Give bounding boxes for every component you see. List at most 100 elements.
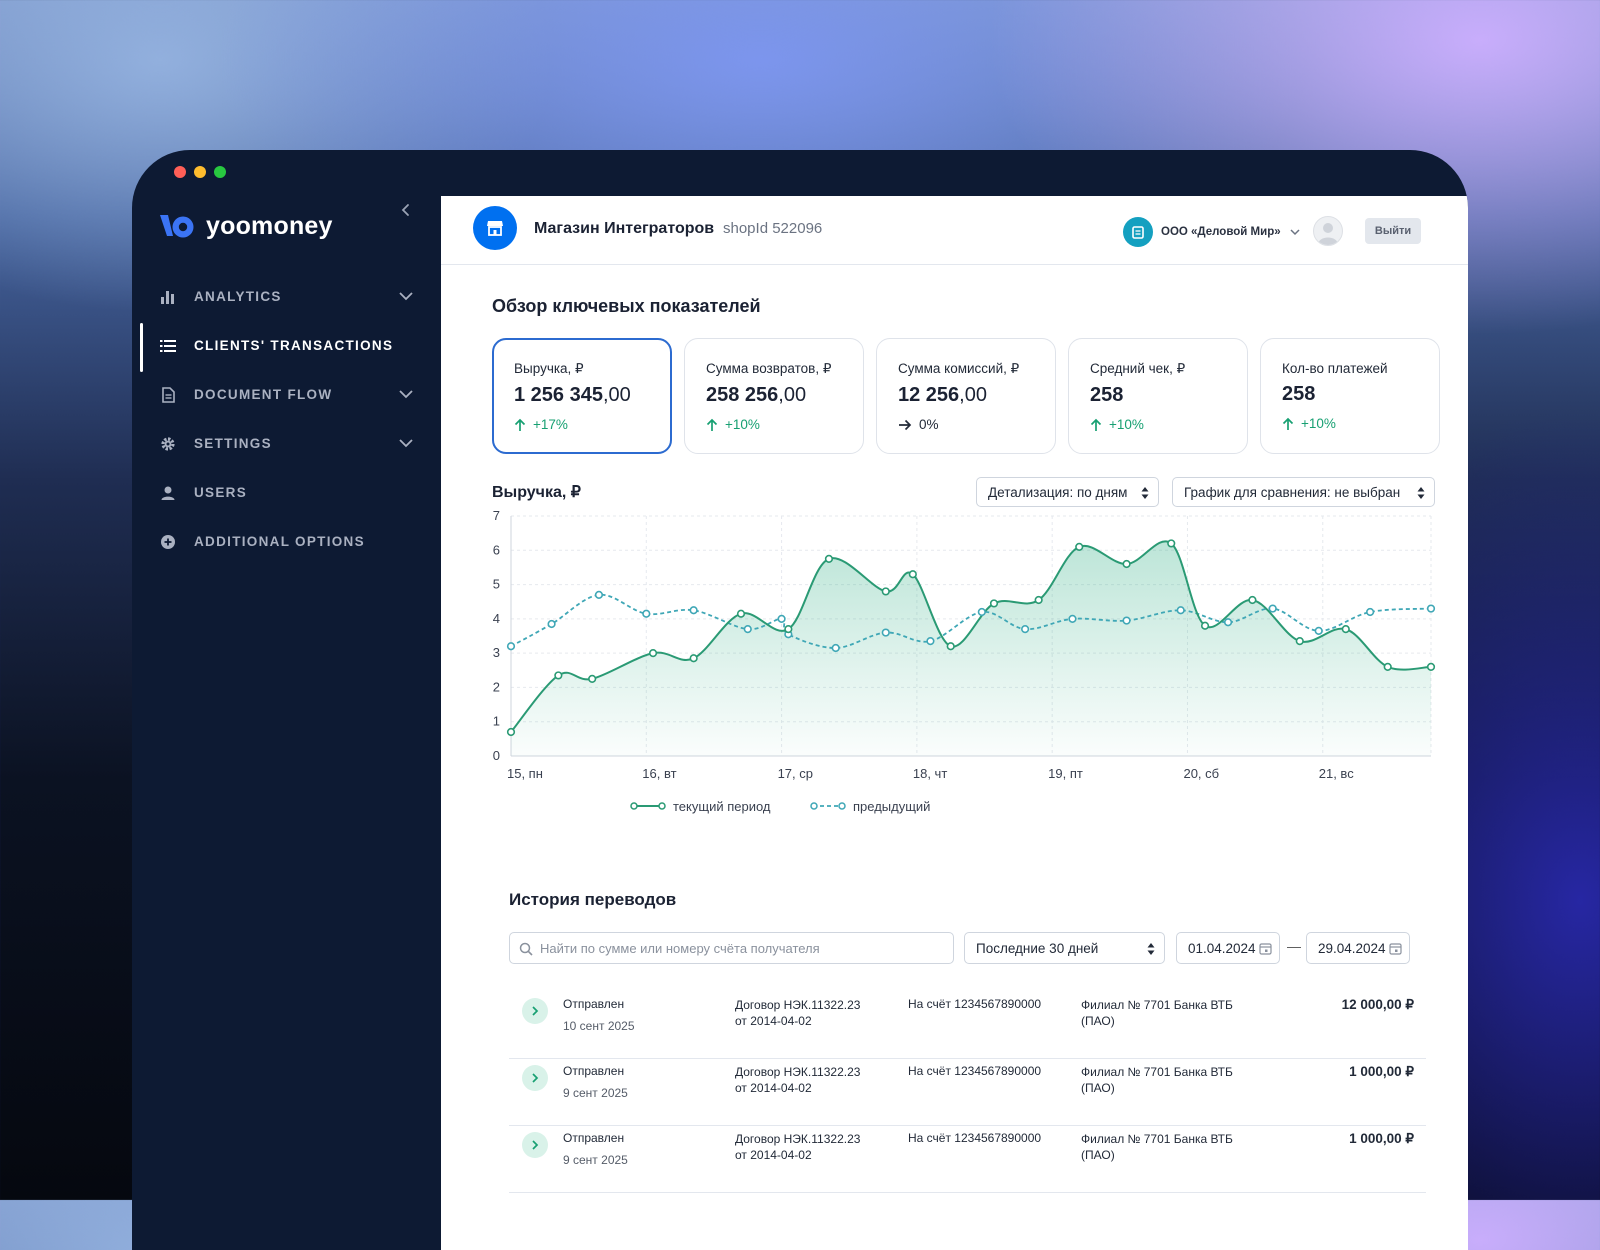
previous-period-point[interactable] — [1366, 607, 1375, 617]
current-period-point[interactable] — [989, 599, 999, 608]
sidebar-item-label: ANALYTICS — [194, 289, 282, 304]
previous-period-point[interactable] — [1314, 626, 1323, 635]
search-input[interactable] — [510, 939, 942, 957]
current-period-point[interactable] — [1167, 539, 1176, 548]
current-period-point[interactable] — [908, 570, 917, 579]
kpi-delta: +10% — [1090, 417, 1247, 432]
current-period-point[interactable] — [1341, 625, 1350, 634]
current-period-point[interactable] — [1383, 662, 1392, 671]
previous-period-point[interactable] — [1426, 604, 1436, 613]
previous-period-point[interactable] — [642, 609, 651, 618]
expand-row-button[interactable] — [522, 998, 548, 1024]
sidebar-item-analytics[interactable]: ANALYTICS — [132, 272, 440, 321]
current-period-point[interactable] — [1122, 559, 1131, 569]
table-row[interactable]: Отправлен 9 сент 2025 Договор НЭК.11322.… — [509, 1059, 1426, 1126]
previous-period-point[interactable] — [777, 614, 786, 623]
expand-row-button[interactable] — [522, 1132, 548, 1158]
period-select[interactable]: Последние 30 дней — [964, 932, 1165, 964]
logout-button[interactable]: Выйти — [1365, 218, 1421, 244]
kpi-card-payments-count[interactable]: Кол-во платежей 258 +10% — [1260, 338, 1440, 454]
compare-select[interactable]: График для сравнения: не выбран — [1172, 477, 1435, 507]
current-period-point[interactable] — [881, 587, 890, 596]
sidebar-item-document-flow[interactable]: DOCUMENT FLOW — [132, 370, 440, 419]
collapse-sidebar-button[interactable] — [394, 198, 418, 222]
current-period-point[interactable] — [689, 654, 698, 663]
expand-row-button[interactable] — [522, 1065, 548, 1091]
brand-logo[interactable]: yoomoney — [160, 212, 333, 241]
current-period-point[interactable] — [1075, 542, 1084, 551]
kpi-card-refunds[interactable]: Сумма возвратов, ₽ 258 256,00 +10% — [684, 338, 864, 454]
previous-period-point[interactable] — [689, 606, 698, 615]
row-amount: 12 000,00 ₽ — [1341, 997, 1414, 1012]
detail-select[interactable]: Детализация: по дням — [976, 477, 1159, 507]
current-period-point[interactable] — [784, 625, 793, 634]
sidebar-item-users[interactable]: USERS — [132, 468, 440, 517]
previous-period-point[interactable] — [831, 643, 840, 653]
user-avatar[interactable] — [1313, 216, 1343, 246]
minimize-window-button[interactable] — [194, 166, 206, 178]
previous-period-point[interactable] — [1268, 604, 1277, 613]
kpi-card-average-check[interactable]: Средний чек, ₽ 258 +10% — [1068, 338, 1248, 454]
previous-period-point[interactable] — [1223, 618, 1233, 627]
current-period-point[interactable] — [1200, 621, 1210, 630]
date-to-field[interactable]: 29.04.2024 — [1306, 932, 1410, 964]
calendar-icon — [1389, 943, 1402, 955]
current-period-point[interactable] — [1248, 595, 1257, 605]
x-tick-label: 16, вт — [642, 766, 676, 781]
sidebar-item-additional-options[interactable]: ADDITIONAL OPTIONS — [132, 517, 440, 566]
previous-period-point[interactable] — [1176, 606, 1185, 615]
current-period-point[interactable] — [1034, 595, 1043, 605]
current-period-point[interactable] — [1295, 637, 1304, 646]
building-icon — [1132, 226, 1144, 239]
current-period-point[interactable] — [506, 727, 516, 737]
previous-period-point[interactable] — [547, 619, 556, 629]
close-window-button[interactable] — [174, 166, 186, 178]
date-to-value: 29.04.2024 — [1318, 940, 1386, 956]
kpi-value: 12 256,00 — [898, 384, 987, 406]
previous-period-point[interactable] — [977, 607, 986, 617]
shop-avatar[interactable] — [473, 206, 517, 250]
current-period-point[interactable] — [648, 649, 658, 658]
kpi-value: 258 — [1282, 383, 1316, 405]
current-period-point[interactable] — [554, 671, 563, 680]
kpi-label: Сумма возвратов, ₽ — [706, 361, 832, 376]
previous-period-point[interactable] — [594, 590, 604, 599]
previous-period-point[interactable] — [1021, 625, 1030, 634]
previous-period-point[interactable] — [743, 625, 752, 634]
sidebar-item-settings[interactable]: SETTINGS — [132, 419, 440, 468]
table-row[interactable]: Отправлен 10 сент 2025 Договор НЭК.11322… — [509, 992, 1426, 1059]
current-period-point[interactable] — [736, 609, 746, 618]
x-tick-label: 18, чт — [913, 766, 947, 781]
row-amount: 1 000,00 ₽ — [1349, 1064, 1414, 1079]
sort-arrows-icon — [1417, 487, 1425, 499]
table-row[interactable]: Отправлен 9 сент 2025 Договор НЭК.11322.… — [509, 1126, 1426, 1193]
kpi-label: Кол-во платежей — [1282, 361, 1388, 376]
kpi-card-commissions[interactable]: Сумма комиссий, ₽ 12 256,00 0% — [876, 338, 1056, 454]
current-period-point[interactable] — [946, 642, 955, 651]
kpi-card-revenue[interactable]: Выручка, ₽ 1 256 345,00 +17% — [492, 338, 672, 454]
compare-select-value: График для сравнения: не выбран — [1184, 484, 1401, 500]
previous-period-point[interactable] — [506, 642, 516, 651]
history-title: История переводов — [509, 890, 677, 909]
current-period-point[interactable] — [588, 674, 597, 683]
organization-selector[interactable]: ООО «Деловой Мир» — [1123, 217, 1301, 247]
sidebar-item-clients-transactions[interactable]: CLIENTS' TRANSACTIONS — [132, 321, 440, 372]
x-tick-label: 21, вс — [1319, 766, 1354, 781]
current-period-point[interactable] — [824, 554, 834, 563]
date-range-separator: — — [1287, 938, 1301, 954]
bar-chart-icon — [161, 291, 174, 304]
previous-period-point[interactable] — [926, 637, 935, 646]
date-from-value: 01.04.2024 — [1188, 940, 1256, 956]
kpi-delta: +10% — [706, 417, 863, 432]
maximize-window-button[interactable] — [214, 166, 226, 178]
sidebar-nav: ANALYTICS CLIENTS' TRANSACTIONS DOCUMENT… — [132, 272, 440, 566]
y-tick-label: 5 — [493, 577, 500, 592]
window-controls — [174, 166, 226, 178]
previous-period-point[interactable] — [881, 628, 890, 637]
previous-period-point[interactable] — [1068, 614, 1077, 623]
history-search[interactable] — [509, 932, 954, 964]
date-from-field[interactable]: 01.04.2024 — [1176, 932, 1280, 964]
row-bank: Филиал № 7701 Банка ВТБ (ПАО) — [1081, 998, 1233, 1028]
previous-period-point[interactable] — [1122, 616, 1131, 625]
current-period-point[interactable] — [1426, 662, 1436, 671]
